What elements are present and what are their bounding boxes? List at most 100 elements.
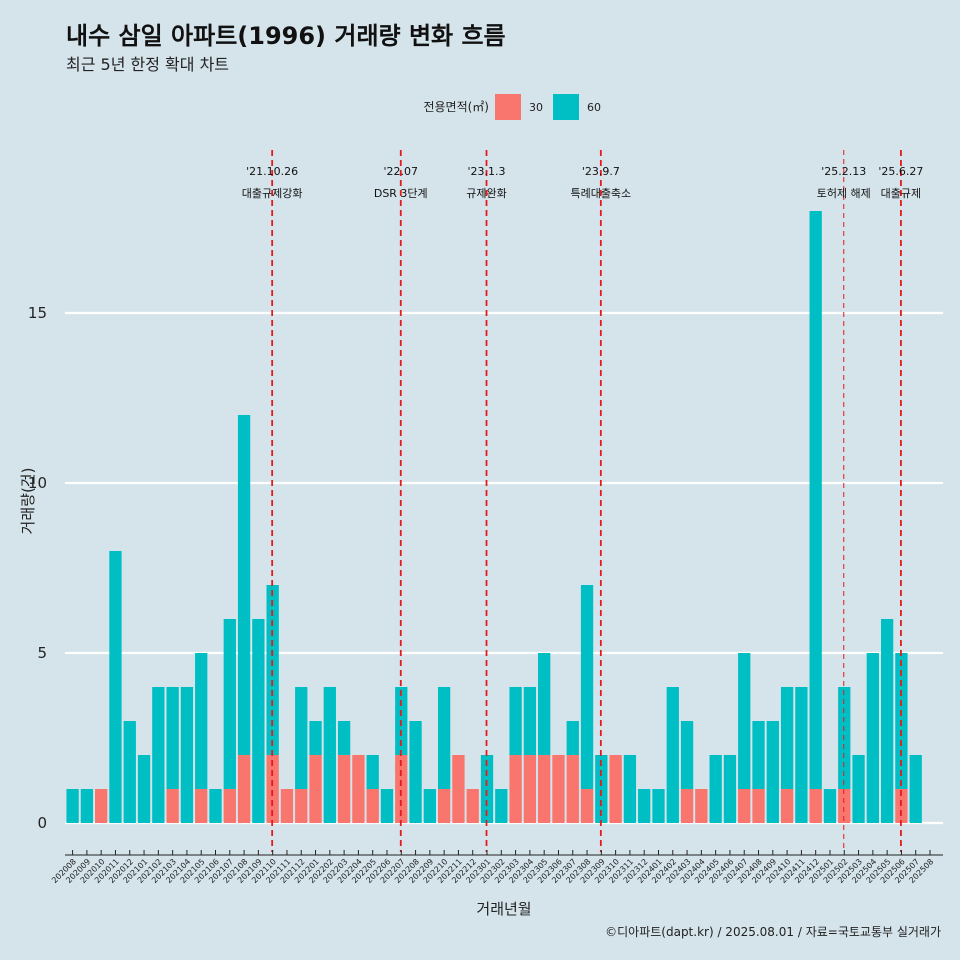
bar-30-202211 <box>452 755 465 823</box>
bar-30-202107 <box>223 789 236 823</box>
bar-60-202305 <box>538 653 551 755</box>
bar-30-202407 <box>738 789 751 823</box>
bar-30-202110 <box>266 755 279 823</box>
event-markers: '21.10.26 대출규제강화 '22.07 DSR 3단계 '23.1.3 규제완화 '… <box>242 150 923 852</box>
event-label-0: 대출규제강화 <box>242 187 303 200</box>
legend: 전용면적(㎡) 30 60 <box>423 94 601 120</box>
bar-60-202307 <box>566 721 579 755</box>
y-axis-ticks: 0 5 10 15 <box>28 304 47 832</box>
event-date-0: '21.10.26 <box>246 165 298 178</box>
legend-label-30: 30 <box>529 101 543 114</box>
bar-30-202103 <box>166 789 179 823</box>
bar-60-202407 <box>738 653 751 789</box>
bar-60-202302 <box>495 789 508 823</box>
bar-60-202401 <box>652 789 665 823</box>
bar-60-202104 <box>180 687 194 823</box>
bar-60-202105 <box>195 653 208 789</box>
event-date-5: '25.6.27 <box>878 165 923 178</box>
bar-60-202402 <box>666 687 679 823</box>
bar-60-202501 <box>823 789 837 823</box>
bar-30-202205 <box>366 789 379 823</box>
bar-60-202201 <box>309 721 322 755</box>
bar-60-202107 <box>223 619 236 789</box>
bar-60-202309 <box>595 755 608 823</box>
bar-30-202307 <box>566 755 579 823</box>
bar-60-202012 <box>123 721 136 823</box>
x-axis: 2020082020092020102020112020122021012021… <box>50 850 943 885</box>
event-date-4: '25.2.13 <box>821 165 866 178</box>
bar-30-202502 <box>838 789 851 823</box>
bar-60-202301 <box>480 755 494 823</box>
bar-30-202204 <box>352 755 365 823</box>
bar-60-202210 <box>437 687 451 789</box>
event-label-1: DSR 3단계 <box>374 187 428 200</box>
bar-60-202411 <box>795 687 808 823</box>
bar-60-202102 <box>152 687 165 823</box>
event-label-2: 규제완화 <box>466 187 506 200</box>
event-date-2: '23.1.3 <box>468 165 506 178</box>
bar-60-202008 <box>66 789 79 823</box>
bar-60-202312 <box>638 789 651 823</box>
bar-30-202306 <box>552 755 565 823</box>
event-label-5: 대출규제 <box>881 187 921 200</box>
bar-60-202304 <box>523 687 537 755</box>
bar-60-202106 <box>209 789 222 823</box>
bar-60-202205 <box>366 755 379 789</box>
bar-60-202112 <box>295 687 308 789</box>
bar-30-202203 <box>337 755 351 823</box>
y-tick-label: 15 <box>28 304 47 322</box>
caption: ©디아파트(dapt.kr) / 2025.08.01 / 자료=국토교통부 실… <box>605 925 941 939</box>
bar-30-202201 <box>309 755 322 823</box>
bar-60-202101 <box>137 755 151 823</box>
event-date-3: '23.9.7 <box>582 165 620 178</box>
legend-swatch-60 <box>553 94 579 120</box>
bar-60-202405 <box>709 755 722 823</box>
bar-60-202504 <box>866 653 879 823</box>
chart-title: 내수 삼일 아파트(1996) 거래량 변화 흐름 <box>66 22 506 50</box>
bar-60-202202 <box>323 687 336 823</box>
legend-swatch-30 <box>495 94 521 120</box>
bar-30-202111 <box>280 789 294 823</box>
bar-30-202303 <box>509 755 522 823</box>
bar-60-202408 <box>752 721 765 789</box>
bar-60-202108 <box>237 415 251 755</box>
bar-60-202311 <box>623 755 637 823</box>
bar-60-202410 <box>780 687 794 789</box>
bar-30-202108 <box>237 755 251 823</box>
y-axis-label: 거래량(건) <box>19 468 37 535</box>
bar-30-202403 <box>680 789 694 823</box>
bar-60-202209 <box>423 789 436 823</box>
bar-30-202105 <box>195 789 208 823</box>
bar-30-202404 <box>695 789 708 823</box>
x-axis-label: 거래년월 <box>476 900 531 918</box>
event-label-3: 특례대출축소 <box>570 187 631 200</box>
bar-30-202410 <box>780 789 794 823</box>
bar-60-202409 <box>766 721 779 823</box>
bar-60-202009 <box>80 789 94 823</box>
bars <box>66 211 922 823</box>
bar-30-202010 <box>95 789 108 823</box>
legend-title: 전용면적(㎡) <box>423 100 489 114</box>
bar-60-202507 <box>909 755 922 823</box>
legend-label-60: 60 <box>587 101 601 114</box>
bar-30-202112 <box>295 789 308 823</box>
bar-60-202308 <box>580 585 594 789</box>
bar-30-202412 <box>809 789 822 823</box>
bar-60-202203 <box>337 721 351 755</box>
bar-30-202408 <box>752 789 765 823</box>
bar-30-202305 <box>538 755 551 823</box>
bar-30-202210 <box>437 789 451 823</box>
bar-30-202207 <box>395 755 408 823</box>
bar-60-202412 <box>809 211 822 789</box>
chart-subtitle: 최근 5년 한정 확대 차트 <box>66 55 229 74</box>
bar-60-202011 <box>109 551 122 823</box>
bar-60-202503 <box>852 755 865 823</box>
bar-60-202208 <box>409 721 422 823</box>
bar-30-202304 <box>523 755 537 823</box>
y-tick-label: 5 <box>37 644 47 662</box>
bar-60-202403 <box>680 721 694 789</box>
bar-60-202103 <box>166 687 179 789</box>
event-label-4: 토허제 해제 <box>817 186 871 200</box>
bar-30-202308 <box>580 789 594 823</box>
